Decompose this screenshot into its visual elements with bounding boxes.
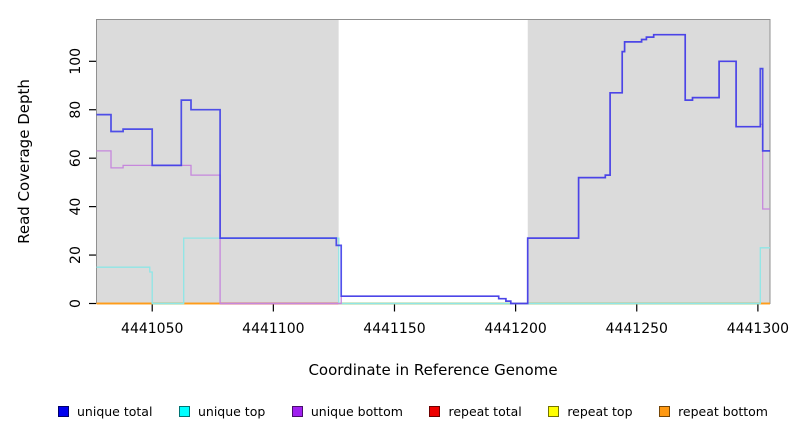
legend-swatch-unique-total	[58, 405, 69, 417]
x-tick-label: 4441050	[121, 321, 183, 337]
legend-item-repeat-top: repeat top	[548, 403, 633, 419]
series-unique-top	[96, 237, 770, 305]
y-tick-label: 60	[68, 149, 84, 167]
x-tick-label: 4441150	[363, 321, 425, 337]
series-unique-total	[96, 33, 770, 305]
region-shaded-right	[527, 19, 770, 304]
legend-swatch-unique-top	[178, 405, 190, 417]
y-tick-label: 100	[68, 48, 84, 75]
x-tick-label: 4441200	[484, 321, 546, 337]
y-axis-title: Read Coverage Depth	[15, 79, 33, 244]
region-unshaded-mid	[338, 19, 528, 304]
x-tick-label: 4441250	[606, 321, 668, 337]
legend-swatch-repeat-bottom	[659, 405, 671, 417]
legend-label: unique total	[77, 403, 153, 419]
legend-item-repeat-total: repeat total	[429, 403, 522, 419]
y-tick-label: 80	[68, 101, 84, 119]
legend-label: unique top	[197, 403, 266, 419]
x-tick-label: 4441300	[727, 321, 789, 337]
x-tick-label: 4441100	[242, 321, 304, 337]
axes: 4441050 4441100 4441150 4441200 4441250 44413…	[68, 48, 789, 337]
legend-item-unique-top: unique top	[178, 403, 266, 419]
y-tick-label: 0	[68, 299, 84, 308]
legend-item-repeat-bottom: repeat bottom	[659, 404, 768, 419]
region-shaded-left	[96, 19, 339, 304]
series-lines	[96, 33, 770, 305]
legend-item-unique-total: unique total	[58, 404, 152, 419]
legend-swatch-unique-bottom	[291, 405, 303, 417]
y-tick-label: 20	[68, 246, 84, 264]
y-tick-label: 40	[68, 198, 84, 216]
legend-label: repeat bottom	[678, 403, 768, 419]
x-axis-title: Coordinate in Reference Genome	[308, 361, 557, 379]
legend-label: unique bottom	[310, 403, 403, 419]
legend-label: repeat total	[448, 403, 522, 419]
legend-swatch-repeat-top	[548, 405, 560, 417]
legend: unique total unique top unique bottom repea…	[40, 398, 782, 424]
legend-item-unique-bottom: unique bottom	[291, 403, 403, 419]
background-regions	[96, 19, 771, 304]
legend-swatch-repeat-total	[429, 405, 441, 417]
legend-label: repeat top	[567, 403, 633, 419]
